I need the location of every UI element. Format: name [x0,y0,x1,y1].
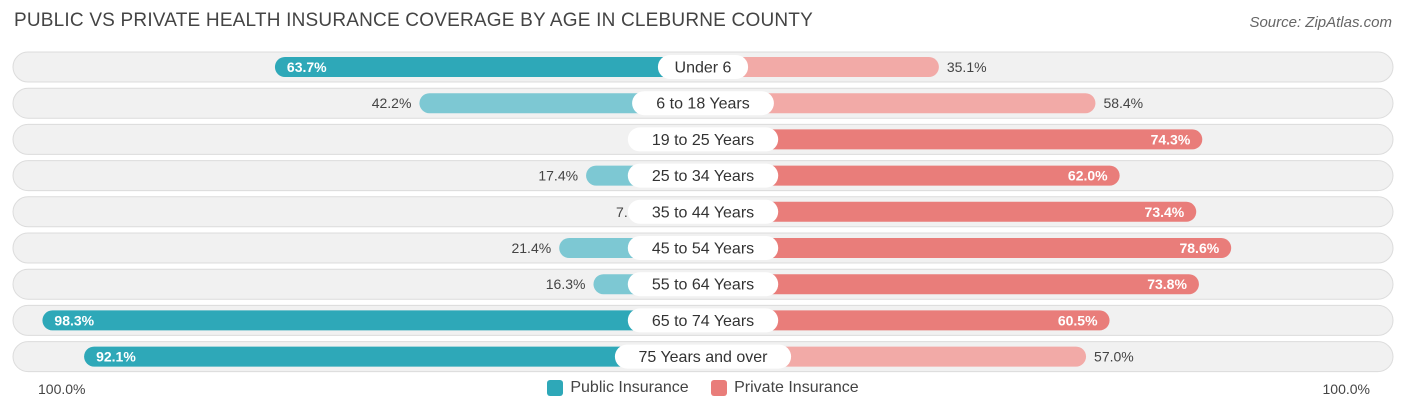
source-note: Source: ZipAtlas.com [1249,14,1392,31]
category-label: 25 to 34 Years [652,168,754,185]
public-value-label: 92.1% [96,349,136,365]
private-bar [703,93,1096,114]
category-label-box [627,236,779,260]
category-label: 75 Years and over [639,349,769,366]
legend-swatch-public [547,380,564,396]
legend-label-public: Public Insurance [570,379,689,396]
public-value-label: 63.7% [287,59,327,75]
legend-item-public: Public Insurance [547,379,689,397]
public-bar [42,310,703,331]
private-value-label: 78.6% [1179,240,1219,256]
category-label-box [632,91,774,116]
category-label-box [627,163,779,188]
public-value-label: 16.3% [546,276,586,292]
category-label: 35 to 44 Years [652,204,754,221]
private-value-label: 73.4% [1145,204,1185,220]
legend-swatch-private [711,380,728,396]
private-bar [703,238,1232,258]
private-bar [703,165,1120,186]
public-bar [274,57,703,77]
private-bar [703,274,1199,295]
axis-right-label: 100.0% [1322,381,1370,397]
category-label-box [627,272,779,297]
public-value-label: 42.2% [372,95,412,111]
private-value-label: 35.1% [947,59,987,75]
category-label-box [627,127,779,152]
category-label-box [657,55,749,79]
public-value-label: 17.4% [538,168,578,184]
private-bar [703,310,1110,331]
private-bar [703,57,939,77]
category-label-box [614,344,792,369]
category-label-box [627,308,779,333]
private-value-label: 74.3% [1151,131,1191,147]
private-bar [703,201,1197,222]
category-label: Under 6 [675,60,732,77]
axis-left-label: 100.0% [38,381,86,397]
legend: Public Insurance Private Insurance [0,379,1406,401]
private-value-label: 73.8% [1147,276,1187,292]
private-value-label: 62.0% [1068,168,1108,184]
category-label-box [627,199,779,224]
legend-item-private: Private Insurance [711,379,859,397]
public-bar [84,346,703,367]
private-bar [703,129,1203,150]
chart-title: PUBLIC VS PRIVATE HEALTH INSURANCE COVER… [14,10,813,31]
category-label: 55 to 64 Years [652,277,754,294]
private-value-label: 57.0% [1094,349,1134,365]
category-label: 45 to 54 Years [652,241,754,258]
category-label: 6 to 18 Years [656,96,749,113]
private-bar [703,346,1087,367]
private-value-label: 60.5% [1058,312,1098,328]
public-bar [419,93,703,114]
public-value-label: 98.3% [54,312,94,328]
legend-label-private: Private Insurance [734,379,859,396]
public-value-label: 21.4% [511,240,551,256]
category-label: 65 to 74 Years [652,313,754,330]
category-label: 19 to 25 Years [652,132,754,149]
private-value-label: 58.4% [1103,95,1143,111]
